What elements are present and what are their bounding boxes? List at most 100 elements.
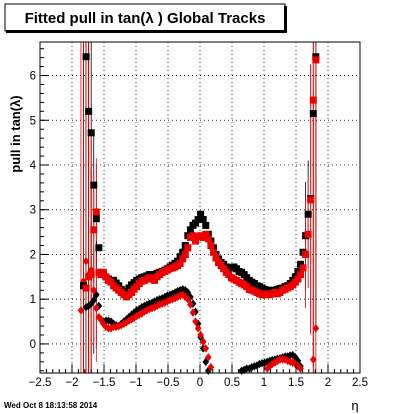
x-tick-label: −1.5 <box>93 377 116 389</box>
data-point-square <box>294 275 302 283</box>
y-tick-label: 0 <box>30 339 36 351</box>
data-point-diamond <box>289 350 297 360</box>
title-box-shadow <box>6 30 286 33</box>
data-point-square <box>309 110 317 118</box>
data-point-square <box>309 96 317 104</box>
x-tick-label: 2 <box>325 377 331 389</box>
y-tick-label: 2 <box>30 249 36 261</box>
data-point-diamond <box>292 359 299 369</box>
data-point-diamond <box>192 317 199 326</box>
data-point-square <box>192 237 200 245</box>
data-markers <box>77 53 320 375</box>
data-point-diamond <box>90 286 98 295</box>
x-axis-label: η <box>351 398 358 413</box>
data-point-diamond <box>93 303 100 313</box>
data-point-square <box>299 264 307 272</box>
chart-title: Fitted pull in tan(λ ) Global Tracks <box>25 10 266 27</box>
data-point-diamond <box>161 298 169 307</box>
data-point-diamond <box>202 357 210 367</box>
x-tick-label: 2.5 <box>352 377 368 389</box>
x-tick-label: −0.5 <box>157 377 180 389</box>
y-tick-label: 1 <box>30 294 36 306</box>
y-tick-label: 3 <box>30 205 36 217</box>
grid-lines <box>40 42 360 373</box>
data-point-diamond <box>189 308 197 317</box>
data-point-square <box>199 216 207 224</box>
data-point-diamond <box>90 295 98 305</box>
data-point-diamond <box>194 319 202 328</box>
data-point-square <box>107 278 115 286</box>
data-point-square <box>82 284 90 292</box>
data-point-square <box>204 235 212 243</box>
data-point-diamond <box>187 300 194 309</box>
data-point-square <box>202 221 210 229</box>
x-tick-label: 0.5 <box>224 377 240 389</box>
data-point-square <box>92 208 100 216</box>
y-tick-label: 6 <box>30 71 36 83</box>
data-point-square <box>151 276 159 284</box>
data-point-square <box>304 230 312 238</box>
data-point-square <box>312 56 320 64</box>
data-point-diamond <box>77 306 85 315</box>
data-point-square <box>102 273 110 281</box>
data-point-square <box>194 216 202 224</box>
data-point-square <box>202 230 210 238</box>
data-point-diamond <box>309 355 317 364</box>
data-point-square <box>90 181 98 189</box>
data-point-square <box>176 259 184 267</box>
data-point-diamond <box>123 318 130 327</box>
data-point-square <box>87 129 95 137</box>
y-axis-label: pull in tan(λ) <box>8 95 23 172</box>
x-tick-label: −1 <box>129 377 142 389</box>
data-point-square <box>220 265 228 273</box>
data-point-diamond <box>289 358 297 367</box>
data-point-diamond <box>202 344 210 353</box>
y-tick-label: 5 <box>30 115 36 127</box>
data-point-diamond <box>294 356 302 366</box>
x-tick-label: 0 <box>197 377 203 389</box>
data-point-diamond <box>184 294 192 304</box>
data-point-square <box>207 242 215 250</box>
x-tick-label: 1.5 <box>288 377 304 389</box>
data-point-square <box>85 107 93 115</box>
data-point-square <box>87 271 95 279</box>
data-point-diamond <box>82 256 90 266</box>
title-box: Fitted pull in tan(λ ) Global Tracks <box>4 3 287 33</box>
data-point-square <box>189 232 197 240</box>
data-point-square <box>92 215 100 223</box>
title-box-frame <box>4 3 286 32</box>
y-tick-label: 4 <box>30 160 37 172</box>
data-point-square <box>99 268 107 276</box>
data-point-square <box>179 255 187 263</box>
data-point-diamond <box>199 337 207 346</box>
data-point-square <box>184 244 192 252</box>
data-point-diamond <box>164 297 171 306</box>
data-point-diamond <box>292 353 299 362</box>
y-axis: 0 1 2 3 4 5 6 <box>30 48 49 372</box>
x-tick-label: 1 <box>261 377 267 389</box>
data-point-square <box>90 226 98 234</box>
x-tick-label: −2.5 <box>29 377 52 389</box>
data-point-square <box>302 250 310 258</box>
x-axis: −2.5 −2 −1.5 −1 −0.5 0 0.5 1 1.5 2 2.5 <box>29 364 368 389</box>
data-point-square <box>296 260 304 268</box>
data-point-diamond <box>138 309 146 318</box>
data-point-square <box>192 219 200 227</box>
data-point-square <box>307 196 315 204</box>
data-point-diamond <box>194 324 202 333</box>
data-point-square <box>82 53 90 61</box>
data-point-square <box>95 244 103 252</box>
data-point-square <box>197 210 205 218</box>
data-point-square <box>186 226 194 234</box>
data-point-diamond <box>128 310 135 320</box>
timestamp: Wed Oct 8 18:13:58 2014 <box>4 401 98 410</box>
title-box-shadow-side <box>284 6 287 33</box>
data-point-diamond <box>205 353 212 362</box>
data-point-square <box>296 271 304 279</box>
data-point-diamond <box>197 330 204 340</box>
x-tick-label: −2 <box>65 377 78 389</box>
data-point-square <box>181 250 189 258</box>
data-point-square <box>209 248 217 256</box>
data-point-diamond <box>312 324 320 333</box>
